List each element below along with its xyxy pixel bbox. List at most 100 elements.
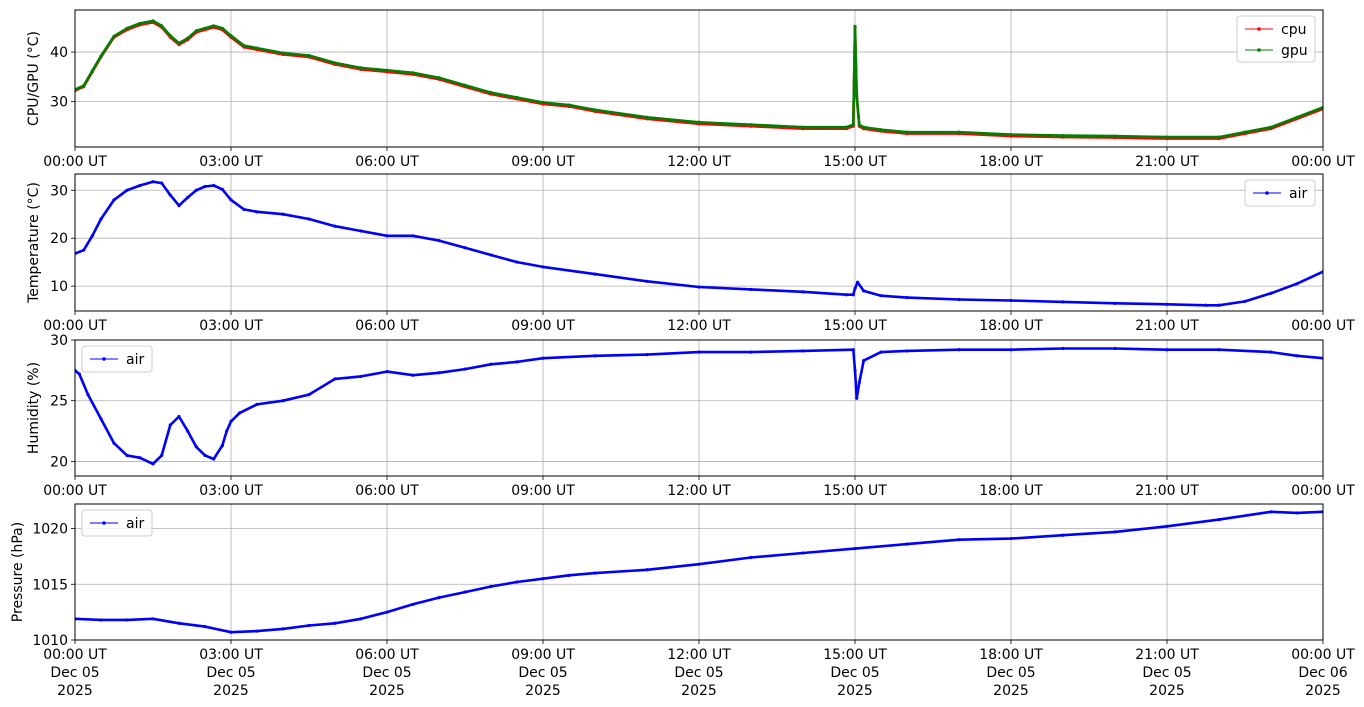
y-tick-label: 1015	[32, 577, 68, 593]
x-tick-date-label: Dec 05	[206, 665, 255, 681]
data-point-air	[238, 411, 242, 415]
data-point-gpu	[541, 100, 545, 105]
data-point-air	[281, 399, 285, 403]
x-tick-date-label: Dec 05	[50, 665, 99, 681]
panel-2: 00:00 UT 03:00 UT 06:00 UT 09:00 UT 12:00 UT…	[26, 173, 1355, 334]
x-tick-year-label: 2025	[681, 683, 717, 699]
data-point-air	[1295, 511, 1299, 515]
data-point-air	[862, 289, 866, 293]
data-point-air	[851, 348, 855, 352]
data-point-air	[463, 246, 467, 250]
axes-frame	[74, 9, 1324, 148]
x-tick-label: 21:00 UT	[1135, 154, 1199, 170]
x-tick-label: 21:00 UT	[1135, 318, 1199, 334]
x-tick-year-label: 2025	[1305, 683, 1341, 699]
data-point-gpu	[151, 19, 155, 23]
data-point-gpu	[82, 84, 86, 88]
data-point-gpu	[1113, 134, 1117, 138]
data-point-air	[1165, 302, 1169, 306]
y-axis-label: CPU/GPU (°C)	[26, 31, 42, 126]
data-point-air	[1217, 348, 1221, 352]
data-point-air	[905, 295, 909, 300]
data-point-air	[857, 380, 861, 385]
x-tick-label: 15:00 UT	[823, 154, 887, 170]
x-tick-label: 18:00 UT	[979, 318, 1043, 334]
data-point-gpu	[112, 34, 116, 38]
data-point-gpu	[844, 125, 848, 129]
data-point-gpu	[255, 46, 259, 50]
data-point-air	[1165, 524, 1169, 528]
y-tick-label: 20	[50, 231, 68, 247]
data-point-air	[359, 617, 363, 621]
x-tick-date-label: Dec 05	[674, 665, 723, 681]
data-point-air	[333, 377, 337, 381]
data-point-gpu	[160, 24, 164, 28]
data-point-air	[307, 393, 311, 397]
data-point-gpu	[489, 90, 493, 95]
x-tick-date-label: Dec 06	[1298, 665, 1347, 681]
data-point-air	[1217, 518, 1221, 522]
data-point-gpu	[1295, 115, 1299, 119]
x-tick-label: 06:00 UT	[355, 154, 419, 170]
data-point-air	[541, 577, 545, 581]
data-point-gpu	[168, 34, 172, 38]
x-tick-label: 21:00 UT	[1135, 647, 1199, 663]
data-point-air	[855, 396, 859, 400]
x-tick-date-label: Dec 05	[518, 665, 567, 681]
panel-4: 00:00 UT Dec 05 2025 03:00 UT Dec 05 2025 06:0…	[10, 503, 1355, 699]
x-tick-year-label: 2025	[525, 683, 561, 699]
data-point-air	[905, 542, 909, 546]
data-point-air	[1269, 291, 1273, 295]
y-tick-label: 1020	[32, 522, 68, 538]
x-tick-label: 00:00 UT	[43, 483, 107, 499]
x-tick-label: 00:00 UT	[1291, 318, 1355, 334]
x-tick-label: 15:00 UT	[823, 483, 887, 499]
data-point-gpu	[212, 24, 216, 28]
data-point-gpu	[1009, 133, 1013, 137]
data-point-gpu	[177, 41, 181, 45]
data-point-air	[385, 369, 389, 374]
data-point-gpu	[411, 71, 415, 75]
legend: cpu gpu	[1236, 15, 1316, 63]
data-point-air	[1269, 350, 1273, 354]
data-point-air	[801, 551, 805, 555]
data-point-gpu	[879, 128, 883, 132]
data-point-air	[1009, 536, 1013, 541]
data-point-air	[385, 234, 389, 238]
data-point-air	[856, 280, 860, 284]
data-point-air	[489, 253, 493, 257]
data-point-air	[437, 238, 441, 243]
data-point-air	[697, 285, 701, 289]
data-point-gpu	[220, 26, 224, 30]
data-point-air	[1295, 282, 1299, 286]
data-point-air	[862, 359, 866, 363]
data-point-air	[229, 419, 233, 423]
data-point-gpu	[242, 44, 246, 48]
data-point-air	[86, 393, 90, 397]
data-point-air	[541, 356, 545, 360]
data-point-air	[151, 617, 155, 621]
data-point-air	[645, 352, 649, 357]
x-tick-label: 00:00 UT	[43, 154, 107, 170]
legend: air	[1244, 179, 1316, 207]
data-point-gpu	[463, 83, 467, 87]
y-tick-label: 30	[50, 183, 68, 199]
data-point-gpu	[593, 108, 597, 112]
data-point-air	[168, 423, 172, 427]
data-point-air	[411, 602, 415, 606]
x-tick-date-label: Dec 05	[1142, 665, 1191, 681]
y-tick-label: 30	[50, 94, 68, 110]
axes-frame	[74, 503, 1324, 641]
data-point-gpu	[645, 115, 649, 119]
data-point-air	[242, 207, 246, 212]
x-tick-label: 09:00 UT	[511, 483, 575, 499]
data-point-air	[194, 188, 198, 192]
axes-frame	[74, 339, 1324, 477]
data-point-air	[186, 195, 190, 200]
data-point-gpu	[333, 61, 337, 65]
data-point-air	[112, 198, 116, 202]
data-point-air	[255, 210, 259, 214]
data-point-air	[125, 188, 129, 192]
data-point-air	[1113, 301, 1117, 305]
x-tick-label: 15:00 UT	[823, 318, 887, 334]
